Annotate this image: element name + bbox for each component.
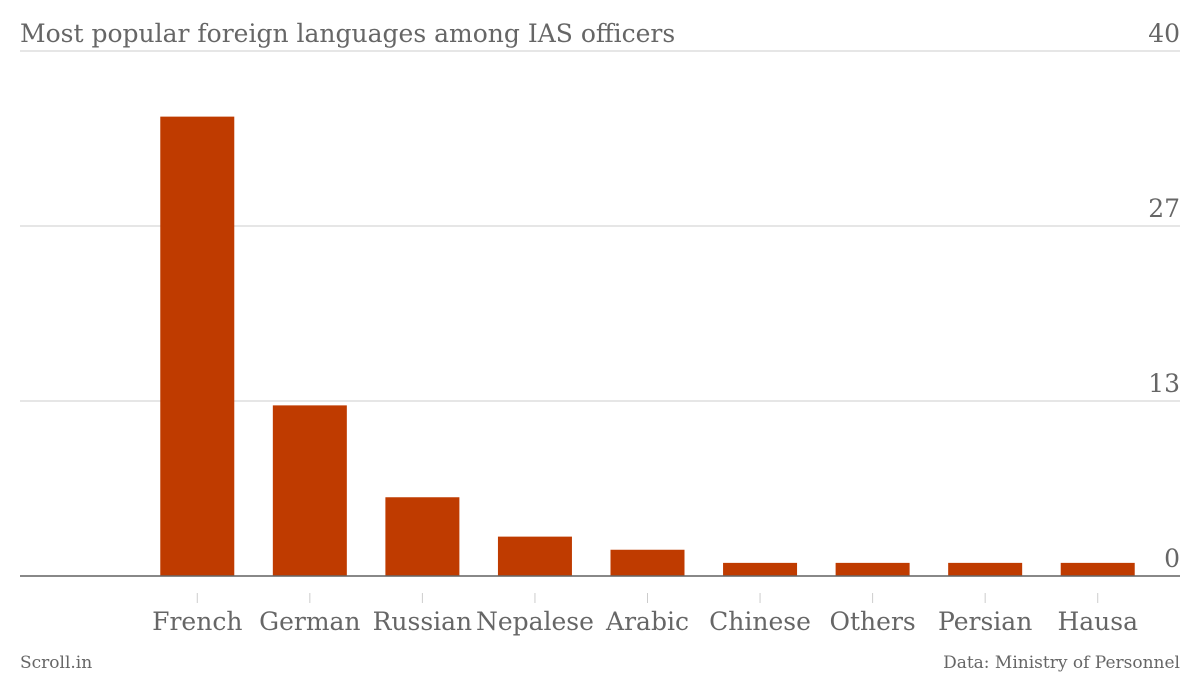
bar — [272, 405, 347, 576]
bar — [1060, 562, 1135, 576]
x-tick-label: Nepalese — [476, 607, 594, 636]
bar — [948, 562, 1023, 576]
bar — [497, 536, 572, 576]
credit: Scroll.in — [20, 653, 92, 673]
x-tick-label: German — [259, 607, 360, 636]
y-tick-label: 27 — [1148, 194, 1180, 223]
bar — [610, 549, 685, 576]
bar — [385, 497, 460, 576]
x-tick-label: Chinese — [709, 607, 811, 636]
y-tick-label: 40 — [1148, 19, 1180, 48]
x-tick-label: Others — [830, 607, 916, 636]
y-tick-label: 13 — [1148, 369, 1180, 398]
y-tick-label: 0 — [1164, 544, 1180, 573]
bar — [835, 562, 910, 576]
x-tick-label: Arabic — [605, 607, 689, 636]
source: Data: Ministry of Personnel — [943, 653, 1180, 673]
x-tick-label: Persian — [938, 607, 1032, 636]
x-tick-label: French — [152, 607, 242, 636]
chart-title: Most popular foreign languages among IAS… — [20, 19, 675, 48]
bar — [723, 562, 798, 576]
x-tick-label: Hausa — [1057, 607, 1138, 636]
x-tick-label: Russian — [373, 607, 473, 636]
bar — [160, 116, 235, 576]
